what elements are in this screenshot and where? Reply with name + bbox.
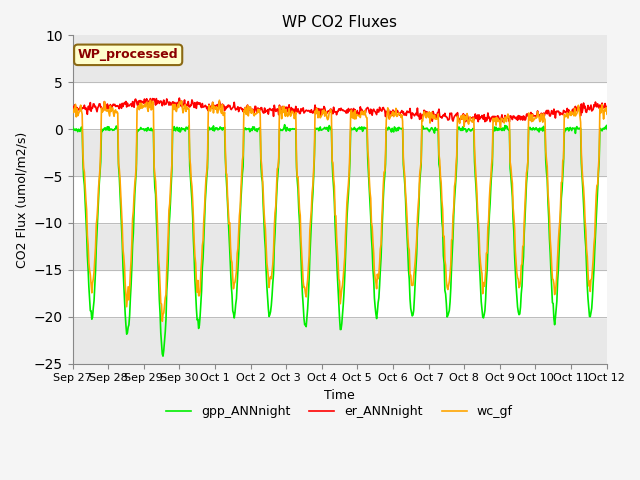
Bar xyxy=(72,317,607,364)
Bar xyxy=(72,36,607,82)
Text: WP_processed: WP_processed xyxy=(78,48,179,61)
Bar xyxy=(72,36,607,82)
Bar xyxy=(72,223,607,270)
Bar xyxy=(72,270,607,317)
Bar xyxy=(72,270,607,317)
Legend: gpp_ANNnight, er_ANNnight, wc_gf: gpp_ANNnight, er_ANNnight, wc_gf xyxy=(161,400,518,423)
Y-axis label: CO2 Flux (umol/m2/s): CO2 Flux (umol/m2/s) xyxy=(15,132,28,268)
Bar xyxy=(72,317,607,364)
Line: gpp_ANNnight: gpp_ANNnight xyxy=(72,125,640,356)
Title: WP CO2 Fluxes: WP CO2 Fluxes xyxy=(282,15,397,30)
Bar xyxy=(72,176,607,223)
Bar xyxy=(72,129,607,176)
Bar xyxy=(72,223,607,270)
Bar xyxy=(72,82,607,129)
Bar xyxy=(72,129,607,176)
Bar xyxy=(72,176,607,223)
X-axis label: Time: Time xyxy=(324,389,355,402)
Bar xyxy=(72,82,607,129)
Line: er_ANNnight: er_ANNnight xyxy=(72,98,640,121)
Line: wc_gf: wc_gf xyxy=(72,100,640,321)
